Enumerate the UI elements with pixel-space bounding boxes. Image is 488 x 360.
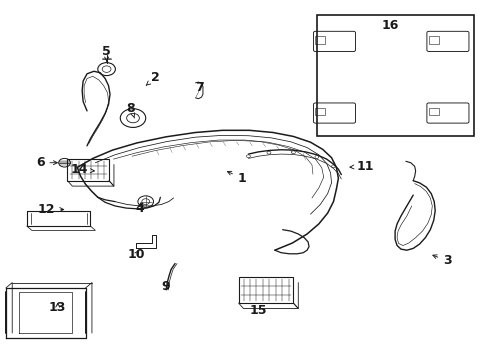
Text: 7: 7 bbox=[195, 81, 203, 94]
Text: 3: 3 bbox=[432, 255, 451, 267]
Text: 5: 5 bbox=[102, 45, 111, 61]
Text: 6: 6 bbox=[36, 156, 57, 169]
Bar bbox=[316, 15, 473, 136]
Bar bbox=[428, 36, 438, 44]
Bar bbox=[315, 36, 325, 44]
Bar bbox=[315, 108, 325, 115]
Text: 9: 9 bbox=[161, 280, 169, 293]
Bar bbox=[238, 277, 293, 303]
Text: 2: 2 bbox=[146, 71, 160, 85]
Text: 13: 13 bbox=[49, 301, 66, 314]
Text: 16: 16 bbox=[381, 19, 398, 32]
Bar bbox=[428, 108, 438, 115]
Text: 12: 12 bbox=[38, 203, 63, 216]
Bar bbox=[67, 159, 109, 181]
Text: 14: 14 bbox=[70, 163, 94, 176]
Text: 1: 1 bbox=[227, 171, 246, 185]
Text: 11: 11 bbox=[349, 160, 374, 173]
Text: 8: 8 bbox=[126, 102, 135, 118]
Text: 15: 15 bbox=[249, 304, 266, 317]
Text: 10: 10 bbox=[127, 248, 144, 261]
Text: 4: 4 bbox=[135, 202, 143, 215]
